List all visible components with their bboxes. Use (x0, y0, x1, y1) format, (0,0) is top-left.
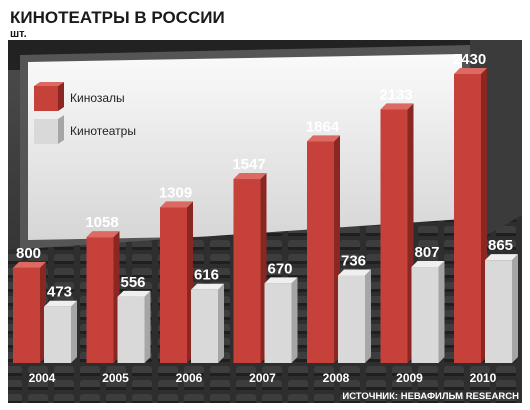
legend-label-kinozaly: Кинозалы (70, 91, 125, 105)
value-label-kinoteatry-2008: 736 (341, 252, 366, 269)
value-label-kinoteatry-2005: 556 (120, 274, 145, 291)
cinema-screen (28, 54, 462, 240)
bar-kinoteatry-2006-top (191, 283, 224, 290)
bar-kinoteatry-2004 (44, 300, 77, 363)
bar-kinozaly-2004-front (13, 267, 40, 363)
value-label-kinozaly-2005: 1058 (85, 214, 118, 231)
value-label-kinoteatry-2010: 865 (488, 237, 513, 254)
source-note: ИСТОЧНИК: НЕВАФИЛЬМ RESEARCH (342, 391, 519, 402)
value-label-kinozaly-2010: 2430 (453, 51, 486, 68)
legend-swatch-kinozaly (34, 82, 64, 111)
bar-kinoteatry-2009-top (411, 261, 445, 268)
bar-kinozaly-2006-front (160, 207, 187, 363)
x-tick-2005: 2005 (102, 371, 129, 385)
bar-kinoteatry-2005-top (117, 290, 151, 297)
bar-kinoteatry-2004-top (44, 300, 77, 307)
value-label-kinoteatry-2007: 670 (267, 260, 292, 277)
bar-kinoteatry-2004-side (71, 300, 77, 363)
value-label-kinoteatry-2009: 807 (414, 244, 439, 261)
bar-kinozaly-2004-top (13, 261, 46, 268)
x-tick-2004: 2004 (29, 371, 56, 385)
bar-kinozaly-2009 (380, 103, 414, 364)
bar-kinozaly-2005-front (86, 237, 114, 363)
value-label-kinozaly-2007: 1547 (232, 156, 265, 173)
bar-kinozaly-2007 (233, 173, 267, 363)
bar-kinozaly-2004 (13, 261, 46, 363)
bar-kinozaly-2005-top (86, 231, 120, 238)
value-label-kinozaly-2009: 2133 (379, 86, 412, 103)
bar-kinoteatry-2006-side (218, 283, 224, 363)
bar-kinozaly-2007-front (233, 179, 261, 363)
bar-kinoteatry-2007 (264, 277, 298, 363)
bar-kinozaly-2006-top (160, 201, 193, 208)
x-tick-2008: 2008 (323, 371, 350, 385)
value-label-kinozaly-2008: 1864 (306, 118, 340, 135)
bar-kinoteatry-2010 (485, 254, 518, 363)
value-label-kinozaly-2006: 1309 (159, 184, 192, 201)
bar-kinozaly-2010 (454, 68, 487, 363)
bar-kinoteatry-2008-top (338, 269, 371, 276)
x-axis: 2004 2005 2006 2007 2008 2009 2010 (29, 371, 497, 385)
chart-title: КИНОТЕАТРЫ В РОССИИ (10, 8, 225, 27)
x-tick-2006: 2006 (176, 371, 203, 385)
bar-kinozaly-2006 (160, 201, 193, 363)
bar-kinozaly-2009-top (380, 103, 414, 110)
bar-kinoteatry-2009-side (438, 261, 445, 363)
bar-kinoteatry-2005-front (117, 296, 145, 363)
bar-kinoteatry-2008-side (365, 269, 371, 363)
bar-kinozaly-2010-front (454, 74, 481, 363)
value-label-kinoteatry-2006: 616 (194, 267, 219, 284)
bar-kinozaly-2008 (307, 135, 340, 363)
bars-layer: 800 473 1058 556 1309 616 1547 670 1864 736 2133 80… (13, 51, 518, 364)
bar-kinozaly-2008-front (307, 141, 334, 363)
legend-swatch-kinoteatry (34, 115, 64, 144)
legend-label-kinoteatry: Кинотеатры (70, 124, 136, 138)
bar-kinozaly-2008-top (307, 135, 340, 142)
bar-kinoteatry-2006 (191, 283, 224, 363)
bar-kinozaly-2010-top (454, 68, 487, 74)
bar-kinoteatry-2010-front (485, 260, 512, 363)
bar-kinoteatry-2010-side (512, 254, 518, 363)
bar-kinozaly-2005 (86, 231, 120, 363)
bar-kinoteatry-2007-top (264, 277, 298, 284)
legend: Кинозалы Кинотеатры (34, 82, 136, 144)
x-tick-2007: 2007 (249, 371, 276, 385)
x-tick-2009: 2009 (396, 371, 423, 385)
bar-kinoteatry-2009 (411, 261, 445, 363)
bar-kinoteatry-2005-side (144, 290, 151, 363)
bar-kinoteatry-2005 (117, 290, 151, 363)
bar-kinoteatry-2010-top (485, 254, 518, 261)
bar-kinoteatry-2006-front (191, 289, 218, 363)
bar-kinozaly-2007-top (233, 173, 267, 180)
bar-kinoteatry-2008 (338, 269, 371, 363)
bar-kinoteatry-2009-front (411, 267, 439, 363)
bar-kinozaly-2009-front (380, 109, 408, 363)
bar-kinoteatry-2007-front (264, 283, 292, 363)
value-label-kinozaly-2004: 800 (16, 245, 41, 262)
chart-unit: шт. (10, 28, 27, 40)
bar-kinoteatry-2004-front (44, 306, 71, 363)
value-label-kinoteatry-2004: 473 (47, 284, 72, 301)
bar-kinoteatry-2008-front (338, 275, 365, 363)
x-tick-2010: 2010 (470, 371, 497, 385)
bar-kinoteatry-2007-side (291, 277, 298, 363)
